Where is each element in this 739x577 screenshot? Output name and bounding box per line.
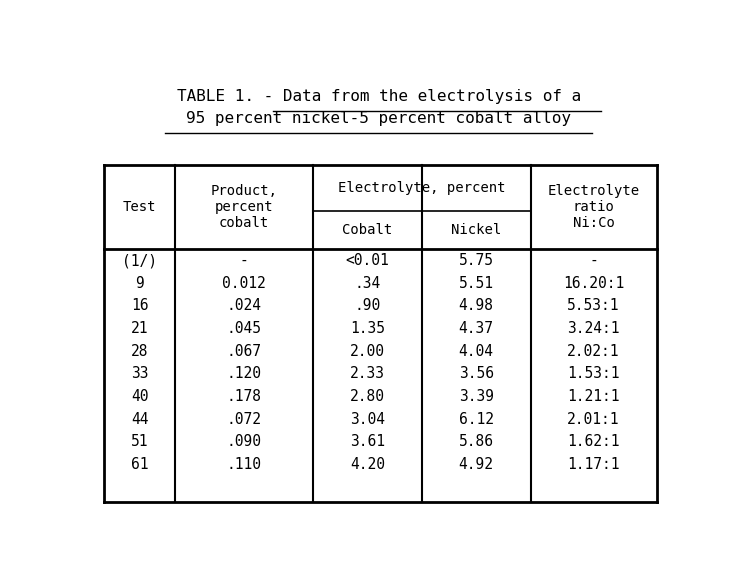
- Text: Product,
percent
cobalt: Product, percent cobalt: [211, 183, 278, 230]
- Text: 21: 21: [131, 321, 149, 336]
- Text: .045: .045: [227, 321, 262, 336]
- Text: Electrolyte, percent: Electrolyte, percent: [338, 181, 505, 195]
- Text: 1.21:1: 1.21:1: [568, 389, 620, 404]
- Text: .178: .178: [227, 389, 262, 404]
- Text: -: -: [239, 253, 248, 268]
- Text: .34: .34: [354, 276, 381, 291]
- Text: 33: 33: [131, 366, 149, 381]
- Text: 9: 9: [135, 276, 144, 291]
- Text: .110: .110: [227, 457, 262, 472]
- Text: .072: .072: [227, 411, 262, 426]
- Text: 5.51: 5.51: [459, 276, 494, 291]
- Text: 4.20: 4.20: [350, 457, 385, 472]
- Text: 5.53:1: 5.53:1: [568, 298, 620, 313]
- Text: 5.86: 5.86: [459, 434, 494, 449]
- Text: 40: 40: [131, 389, 149, 404]
- Text: 5.75: 5.75: [459, 253, 494, 268]
- Text: .067: .067: [227, 344, 262, 359]
- Text: 28: 28: [131, 344, 149, 359]
- Text: <0.01: <0.01: [345, 253, 389, 268]
- Text: .024: .024: [227, 298, 262, 313]
- Text: 2.33: 2.33: [350, 366, 385, 381]
- Text: 44: 44: [131, 411, 149, 426]
- Text: 2.80: 2.80: [350, 389, 385, 404]
- Text: Electrolyte
ratio
Ni:Co: Electrolyte ratio Ni:Co: [548, 183, 639, 230]
- Text: 3.24:1: 3.24:1: [568, 321, 620, 336]
- Text: Nickel: Nickel: [451, 223, 501, 237]
- Text: 51: 51: [131, 434, 149, 449]
- Text: Test: Test: [123, 200, 157, 214]
- Text: TABLE 1. - Data from the electrolysis of a: TABLE 1. - Data from the electrolysis of…: [177, 89, 581, 104]
- Text: 3.61: 3.61: [350, 434, 385, 449]
- Text: 0.012: 0.012: [222, 276, 266, 291]
- Text: 3.56: 3.56: [459, 366, 494, 381]
- Text: Cobalt: Cobalt: [342, 223, 392, 237]
- Text: 2.02:1: 2.02:1: [568, 344, 620, 359]
- Text: 1.35: 1.35: [350, 321, 385, 336]
- Text: 4.04: 4.04: [459, 344, 494, 359]
- Text: 6.12: 6.12: [459, 411, 494, 426]
- Text: 4.92: 4.92: [459, 457, 494, 472]
- Text: 3.39: 3.39: [459, 389, 494, 404]
- Text: .90: .90: [354, 298, 381, 313]
- Text: 3.04: 3.04: [350, 411, 385, 426]
- Text: 16.20:1: 16.20:1: [563, 276, 624, 291]
- Text: 4.37: 4.37: [459, 321, 494, 336]
- Text: 95 percent nickel-5 percent cobalt alloy: 95 percent nickel-5 percent cobalt alloy: [186, 111, 571, 126]
- Text: .090: .090: [227, 434, 262, 449]
- Text: 2.00: 2.00: [350, 344, 385, 359]
- Text: 61: 61: [131, 457, 149, 472]
- Text: 16: 16: [131, 298, 149, 313]
- Text: 1.53:1: 1.53:1: [568, 366, 620, 381]
- Text: -: -: [589, 253, 598, 268]
- Text: .120: .120: [227, 366, 262, 381]
- Text: 4.98: 4.98: [459, 298, 494, 313]
- Text: 1.62:1: 1.62:1: [568, 434, 620, 449]
- Text: 2.01:1: 2.01:1: [568, 411, 620, 426]
- Text: (1/): (1/): [122, 253, 157, 268]
- Text: 1.17:1: 1.17:1: [568, 457, 620, 472]
